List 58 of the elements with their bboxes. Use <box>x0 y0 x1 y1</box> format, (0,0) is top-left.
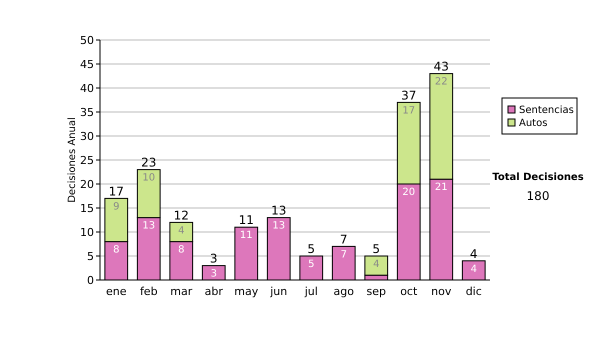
x-tick-label: jun <box>269 285 288 298</box>
x-tick-label: sep <box>366 285 386 298</box>
data-label: 8 <box>113 244 120 256</box>
total-label: 4 <box>470 246 478 261</box>
total-label: 23 <box>141 156 156 170</box>
data-label: 13 <box>142 220 156 232</box>
text: 180 <box>526 189 550 203</box>
x-tick-label: feb <box>140 285 158 298</box>
y-tick-label: 45 <box>80 58 94 71</box>
data-label: 22 <box>434 76 448 88</box>
data-label: 5 <box>308 259 314 270</box>
data-label: 17 <box>402 105 416 116</box>
data-label: 4 <box>470 264 477 275</box>
y-tick-label: 40 <box>80 82 94 95</box>
total-label: 12 <box>174 208 189 222</box>
total-label: 11 <box>238 213 254 228</box>
x-tick-label: ene <box>106 285 127 298</box>
total-label: 43 <box>434 60 449 74</box>
x-tick-label: abr <box>204 285 224 298</box>
y-tick-label: 35 <box>80 106 94 119</box>
total-label: 7 <box>340 232 348 246</box>
y-tick-label: 25 <box>80 154 94 167</box>
data-label: 9 <box>113 201 120 212</box>
x-tick-label: nov <box>431 285 452 298</box>
total-label: 5 <box>307 242 316 256</box>
data-label: 21 <box>434 182 448 194</box>
data-label: 10 <box>142 172 156 184</box>
x-tick-label: dic <box>466 285 482 298</box>
total-label: 3 <box>210 252 218 266</box>
data-label: 8 <box>178 244 184 256</box>
bar <box>364 256 388 276</box>
legend-label: Sentencias <box>519 105 574 116</box>
data-label: 20 <box>402 187 416 198</box>
y-tick-label: 5 <box>87 250 94 263</box>
x-tick-label: mar <box>170 285 193 298</box>
x-tick-label: oct <box>400 285 418 298</box>
data-label: 4 <box>373 259 380 270</box>
y-tick-label: 15 <box>80 202 94 215</box>
y-tick-label: 30 <box>80 130 94 143</box>
x-tick-label: jul <box>304 285 318 298</box>
x-tick-label: may <box>234 285 259 298</box>
data-label: 13 <box>272 220 286 232</box>
data-label: 3 <box>210 268 217 280</box>
legend-label: Autos <box>519 118 548 129</box>
y-tick-label: 10 <box>80 226 94 239</box>
total-label: 37 <box>401 88 416 102</box>
data-label: 4 <box>178 225 184 236</box>
data-label: 11 <box>240 230 253 242</box>
y-tick-label: 0 <box>87 274 94 287</box>
y-tick-label: 20 <box>80 178 94 191</box>
total-label: 17 <box>108 184 124 198</box>
y-axis-title: Decisiones Anual <box>67 117 78 203</box>
text: Total Decisiones <box>492 172 584 183</box>
total-label: 5 <box>372 242 380 256</box>
data-label: 7 <box>340 249 347 260</box>
total-label: 13 <box>271 204 286 218</box>
x-tick-label: ago <box>334 285 354 298</box>
y-tick-label: 50 <box>80 34 94 47</box>
